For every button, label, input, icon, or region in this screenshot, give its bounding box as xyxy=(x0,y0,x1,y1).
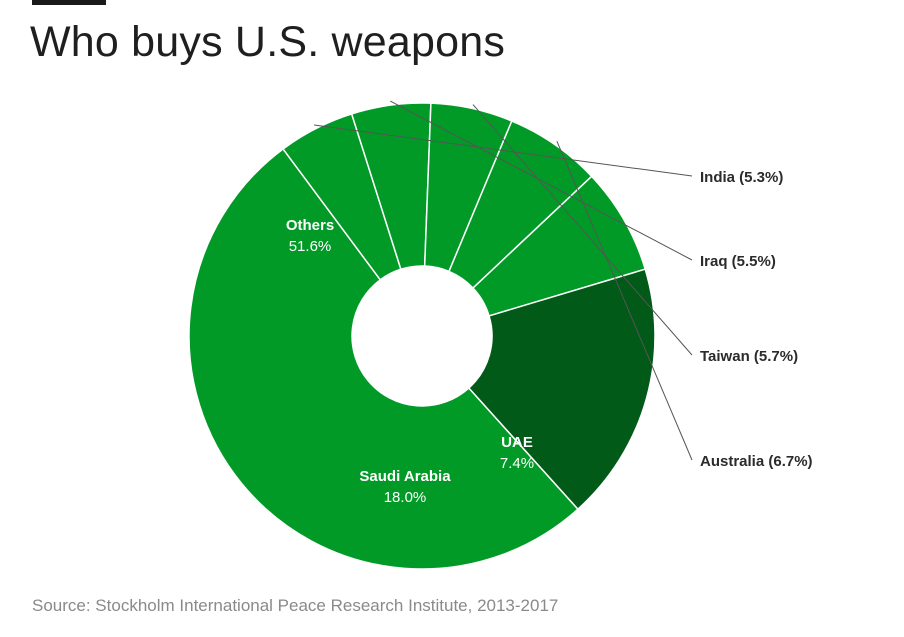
slice-labels: Others 51.6% UAE 7.4% Saudi Arabia 18.0% India… xyxy=(286,169,813,506)
slice-label-saudi-arabia: Saudi Arabia xyxy=(359,468,451,485)
slice-value-others: 51.6% xyxy=(289,238,332,255)
callout-label-australia: Australia (6.7%) xyxy=(700,453,813,470)
chart-title: Who buys U.S. weapons xyxy=(30,18,506,66)
leader-line-taiwan xyxy=(472,104,693,356)
slice-others xyxy=(188,148,579,570)
callout-label-taiwan: Taiwan (5.7%) xyxy=(700,348,798,365)
slice-value-saudi-arabia: 18.0% xyxy=(384,489,427,506)
slice-label-uae: UAE xyxy=(501,434,533,451)
leader-line-australia xyxy=(556,141,693,461)
leader-line-india xyxy=(314,124,693,177)
slice-value-uae: 7.4% xyxy=(500,455,534,472)
callout-label-iraq: Iraq (5.5%) xyxy=(700,253,776,270)
slices xyxy=(188,102,656,570)
slice-label-others: Others xyxy=(286,217,334,234)
top-rule xyxy=(32,0,106,5)
leader-lines xyxy=(314,100,693,461)
source-note: Source: Stockholm International Peace Re… xyxy=(32,596,559,615)
slice-saudi-arabia xyxy=(468,268,656,510)
callout-label-india: India (5.3%) xyxy=(700,169,783,186)
leader-line-iraq xyxy=(390,100,693,261)
